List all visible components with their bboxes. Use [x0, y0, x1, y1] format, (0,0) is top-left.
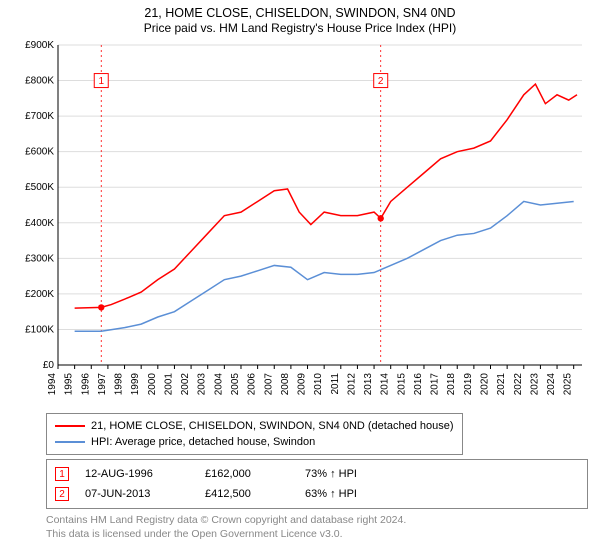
legend: 21, HOME CLOSE, CHISELDON, SWINDON, SN4 … [46, 413, 463, 455]
sale-price: £412,500 [205, 484, 305, 504]
sale-delta: 63% ↑ HPI [305, 484, 405, 504]
legend-label-property: 21, HOME CLOSE, CHISELDON, SWINDON, SN4 … [91, 418, 454, 434]
svg-text:2018: 2018 [446, 373, 457, 396]
legend-row: HPI: Average price, detached house, Swin… [55, 434, 454, 450]
svg-text:£200K: £200K [25, 289, 54, 300]
sale-delta: 73% ↑ HPI [305, 464, 405, 484]
svg-text:£800K: £800K [25, 76, 54, 87]
svg-text:1997: 1997 [97, 373, 108, 396]
svg-text:2021: 2021 [496, 373, 507, 396]
svg-text:1: 1 [98, 76, 104, 87]
svg-text:2016: 2016 [413, 373, 424, 396]
svg-text:£700K: £700K [25, 111, 54, 122]
price-chart-svg: £0 £100K £200K £300K £400K £500K £600K £700K £80… [12, 39, 588, 409]
svg-text:£300K: £300K [25, 253, 54, 264]
svg-text:2013: 2013 [363, 373, 374, 396]
footer: Contains HM Land Registry data © Crown c… [46, 513, 588, 541]
sale-marker-2: 2 [55, 487, 69, 501]
svg-text:2012: 2012 [346, 373, 357, 396]
svg-text:2004: 2004 [213, 373, 224, 396]
svg-text:£600K: £600K [25, 147, 54, 158]
svg-text:2023: 2023 [529, 373, 540, 396]
svg-text:1996: 1996 [80, 373, 91, 396]
svg-text:1999: 1999 [130, 373, 141, 396]
sale-table: 1 12-AUG-1996 £162,000 73% ↑ HPI 2 07-JU… [46, 459, 588, 509]
svg-text:2001: 2001 [163, 373, 174, 396]
title-block: 21, HOME CLOSE, CHISELDON, SWINDON, SN4 … [0, 0, 600, 35]
svg-text:2005: 2005 [230, 373, 241, 396]
svg-text:£900K: £900K [25, 40, 54, 51]
sale-date: 07-JUN-2013 [85, 484, 205, 504]
legend-swatch-property [55, 425, 85, 427]
title-address: 21, HOME CLOSE, CHISELDON, SWINDON, SN4 … [0, 6, 600, 20]
svg-text:2011: 2011 [330, 373, 341, 395]
svg-text:2019: 2019 [463, 373, 474, 396]
svg-text:1995: 1995 [64, 373, 75, 396]
legend-label-hpi: HPI: Average price, detached house, Swin… [91, 434, 315, 450]
svg-text:2025: 2025 [563, 373, 574, 396]
sale-marker-1: 1 [55, 467, 69, 481]
svg-text:2006: 2006 [247, 373, 258, 396]
sale-date: 12-AUG-1996 [85, 464, 205, 484]
svg-text:2014: 2014 [380, 373, 391, 396]
svg-text:£500K: £500K [25, 182, 54, 193]
sale-row: 2 07-JUN-2013 £412,500 63% ↑ HPI [55, 484, 579, 504]
svg-text:2009: 2009 [297, 373, 308, 396]
svg-text:2007: 2007 [263, 373, 274, 396]
svg-text:2022: 2022 [513, 373, 524, 396]
svg-text:2008: 2008 [280, 373, 291, 396]
svg-text:2010: 2010 [313, 373, 324, 396]
legend-row: 21, HOME CLOSE, CHISELDON, SWINDON, SN4 … [55, 418, 454, 434]
svg-text:2017: 2017 [430, 373, 441, 396]
svg-text:2003: 2003 [197, 373, 208, 396]
svg-text:1998: 1998 [114, 373, 125, 396]
title-sub: Price paid vs. HM Land Registry's House … [0, 21, 600, 35]
legend-swatch-hpi [55, 441, 85, 443]
svg-text:2: 2 [378, 76, 384, 87]
footer-line1: Contains HM Land Registry data © Crown c… [46, 513, 588, 527]
svg-text:£400K: £400K [25, 218, 54, 229]
svg-text:2020: 2020 [480, 373, 491, 396]
sale-price: £162,000 [205, 464, 305, 484]
svg-text:2000: 2000 [147, 373, 158, 396]
svg-text:£0: £0 [43, 360, 55, 371]
footer-line2: This data is licensed under the Open Gov… [46, 527, 588, 541]
chart-area: £0 £100K £200K £300K £400K £500K £600K £700K £80… [12, 39, 588, 409]
chart-container: 21, HOME CLOSE, CHISELDON, SWINDON, SN4 … [0, 0, 600, 560]
svg-text:£100K: £100K [25, 324, 54, 335]
sale-row: 1 12-AUG-1996 £162,000 73% ↑ HPI [55, 464, 579, 484]
svg-text:2024: 2024 [546, 373, 557, 396]
svg-text:2002: 2002 [180, 373, 191, 396]
svg-text:2015: 2015 [396, 373, 407, 396]
svg-text:1994: 1994 [47, 373, 58, 396]
